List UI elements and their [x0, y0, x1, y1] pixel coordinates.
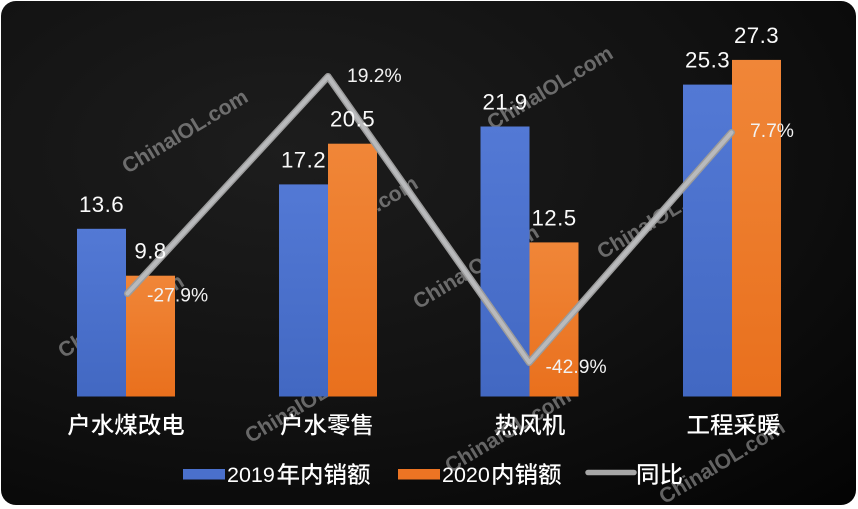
- svg-text:17.2: 17.2: [281, 147, 326, 172]
- svg-text:-27.9%: -27.9%: [147, 286, 208, 307]
- svg-text:2019: 2019: [227, 463, 275, 487]
- svg-text:21.9: 21.9: [483, 90, 528, 115]
- svg-text:25.3: 25.3: [685, 48, 730, 73]
- svg-text:-42.9%: -42.9%: [546, 357, 607, 378]
- svg-text:27.3: 27.3: [734, 23, 779, 48]
- svg-text:13.6: 13.6: [79, 192, 124, 217]
- svg-text:9.8: 9.8: [134, 239, 166, 264]
- svg-text:20.5: 20.5: [330, 107, 375, 132]
- svg-text:7.7%: 7.7%: [750, 121, 794, 142]
- svg-text:12.5: 12.5: [532, 205, 577, 230]
- svg-text:2020: 2020: [442, 463, 490, 487]
- svg-text:19.2%: 19.2%: [347, 66, 402, 87]
